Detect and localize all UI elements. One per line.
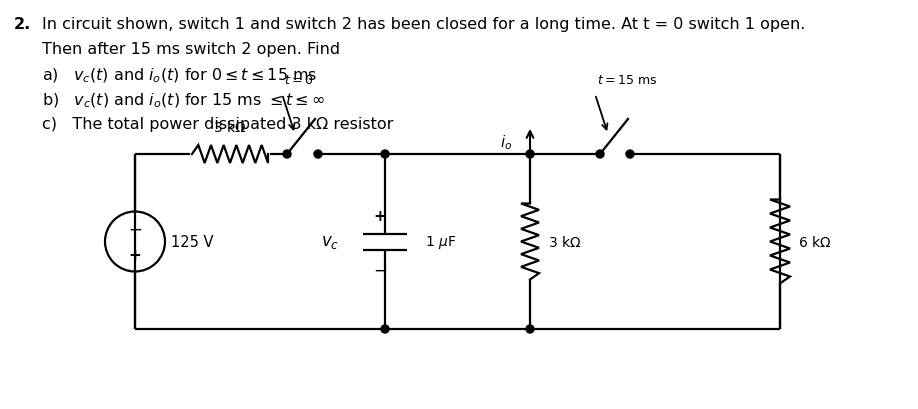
Text: c)   The total power dissipated 3 kΩ resistor: c) The total power dissipated 3 kΩ resis… [42, 117, 394, 132]
Text: −: − [373, 261, 387, 279]
Text: 1 $\mu$F: 1 $\mu$F [425, 234, 456, 250]
Text: 3 k$\Omega$: 3 k$\Omega$ [548, 234, 581, 249]
Text: −: − [129, 220, 142, 238]
Circle shape [381, 151, 389, 159]
Circle shape [314, 151, 322, 159]
Circle shape [381, 325, 389, 333]
Circle shape [526, 325, 534, 333]
Text: In circuit shown, switch 1 and switch 2 has been closed for a long time. At t = : In circuit shown, switch 1 and switch 2 … [42, 17, 805, 32]
Text: +: + [129, 247, 141, 262]
Text: 3 k$\Omega$: 3 k$\Omega$ [213, 120, 247, 135]
Circle shape [283, 151, 291, 159]
Circle shape [526, 151, 534, 159]
Text: $\mathit{v_c}$: $\mathit{v_c}$ [321, 233, 339, 251]
Text: +: + [374, 209, 386, 223]
Circle shape [626, 151, 634, 159]
Circle shape [596, 151, 604, 159]
Text: a)   $v_c(t)$ and $i_o(t)$ for $0 \leq t \leq 15$ ms: a) $v_c(t)$ and $i_o(t)$ for $0 \leq t \… [42, 67, 318, 85]
Text: 125 V: 125 V [171, 234, 214, 249]
Text: b)   $v_c(t)$ and $i_o(t)$ for $15$ ms $\leq t \leq \infty$: b) $v_c(t)$ and $i_o(t)$ for $15$ ms $\l… [42, 92, 325, 110]
Text: 6 k$\Omega$: 6 k$\Omega$ [798, 234, 832, 249]
Text: $t=0$: $t=0$ [284, 74, 313, 87]
Text: Then after 15 ms switch 2 open. Find: Then after 15 ms switch 2 open. Find [42, 42, 341, 57]
Text: 2.: 2. [14, 17, 31, 32]
Text: $t=15$ ms: $t=15$ ms [597, 74, 657, 87]
Text: $\mathit{i_o}$: $\mathit{i_o}$ [499, 133, 512, 152]
